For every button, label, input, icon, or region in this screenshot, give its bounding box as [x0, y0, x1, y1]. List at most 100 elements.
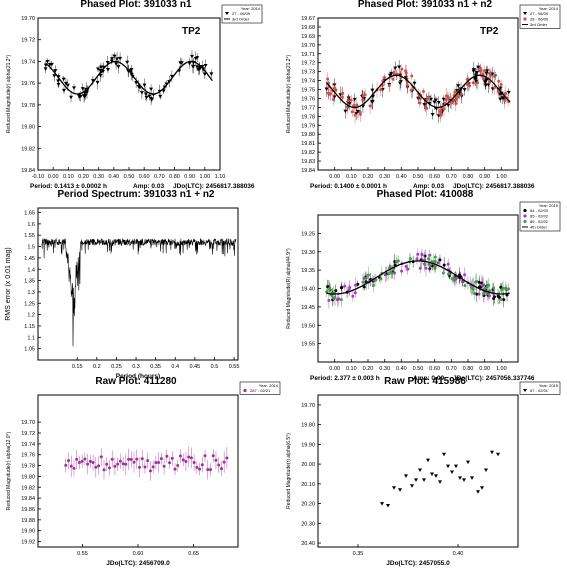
y-tick-label: 19.79 [301, 123, 315, 129]
legend-box [221, 4, 263, 24]
legend-box [519, 201, 561, 232]
data-point [408, 257, 412, 261]
x-tick-label: -0.10 [32, 174, 45, 180]
data-point [483, 69, 487, 73]
data-point [361, 94, 365, 98]
panel-5: Raw Plot: 411280 0.55 0.60 0.65 19.70 19.72 19… [6, 376, 281, 567]
data-point [502, 298, 506, 302]
panel-4: Phased Plot: 410088 0.00 0.10 0.20 0.30 0.40 0… [286, 189, 561, 382]
data-point [426, 257, 430, 261]
data-point [45, 59, 50, 64]
data-point [107, 466, 111, 470]
data-point [154, 461, 158, 465]
data-point [493, 85, 497, 89]
data-point [140, 457, 144, 461]
data-point [77, 95, 82, 99]
x-tick-label: 0.20 [363, 174, 374, 180]
y-tick-label: 19.80 [21, 474, 35, 480]
data-point [463, 273, 467, 277]
panel-tag: TP2 [182, 26, 201, 37]
data-point [105, 60, 110, 65]
y-tick-label: 19.76 [21, 453, 35, 459]
y-tick-label: 19.72 [21, 431, 35, 437]
data-point [187, 61, 192, 66]
data-point [423, 263, 427, 267]
data-point [404, 474, 408, 478]
data-point [450, 101, 454, 105]
x-tick-label: 0.00 [48, 174, 59, 180]
data-point [424, 266, 428, 270]
data-point [95, 80, 100, 85]
y-tick-label: 1.15 [24, 324, 35, 330]
legend-label: 28 - 06/09 [530, 17, 549, 22]
data-point [105, 462, 109, 466]
data-point [142, 83, 147, 88]
data-point [339, 298, 343, 302]
legend-box [519, 381, 561, 395]
data-point [325, 290, 329, 294]
x-axis-label: Period (hours) [116, 373, 160, 380]
data-point [478, 285, 482, 289]
legend-year: Year: 2015 [539, 383, 559, 388]
data-point [427, 262, 431, 266]
data-point [414, 478, 418, 482]
legend-swatch [523, 389, 527, 392]
data-point [485, 69, 490, 73]
y-tick-label: 1.2 [27, 313, 35, 319]
data-point [132, 460, 136, 464]
data-point [348, 286, 352, 290]
x-tick-label: 0.60 [133, 551, 144, 557]
data-point [327, 298, 331, 302]
data-point [387, 272, 391, 276]
data-point [214, 458, 218, 462]
data-point [504, 286, 508, 290]
y-tick-label: 1.6 [27, 222, 35, 228]
data-point [334, 289, 338, 293]
data-point [352, 97, 357, 102]
data-point [69, 95, 74, 100]
data-point [346, 99, 350, 103]
data-point [475, 292, 479, 296]
legend-swatch [523, 17, 527, 21]
y-tick-label: 20.40 [301, 541, 315, 547]
data-point [158, 94, 163, 99]
data-point [462, 88, 467, 92]
data-point [480, 486, 484, 490]
data-point [197, 67, 202, 71]
legend-label: 267 - 02/21 [250, 388, 271, 393]
fit-curve [325, 74, 511, 109]
data-point [441, 97, 446, 102]
y-tick-label: 19.74 [301, 79, 315, 85]
data-point [361, 98, 365, 102]
data-point [438, 258, 442, 262]
panel-title: Phased Plot: 410088 [377, 189, 474, 200]
data-point [165, 454, 169, 458]
footer-text: Amp: 0.03 [413, 183, 444, 190]
y-tick-label: 19.70 [21, 420, 35, 426]
data-point [400, 269, 404, 273]
plot-frame [37, 17, 221, 171]
legend-label: 86 - 02/02 [530, 219, 549, 224]
data-point [465, 77, 469, 81]
legend-label: 27 - 06/09 [530, 11, 549, 16]
legend-box [519, 4, 561, 29]
data-point [86, 462, 90, 466]
data-point [371, 284, 375, 288]
y-tick-label: 19.90 [301, 442, 315, 448]
y-tick-label: 1.25 [24, 301, 35, 307]
data-point [333, 86, 337, 90]
data-point [178, 61, 183, 65]
data-point [118, 459, 122, 463]
data-point [146, 459, 150, 463]
data-point [391, 77, 395, 81]
y-tick-label: 1.65 [24, 211, 35, 217]
panel-6: Raw Plot: 415986 0.35 0.40 19.70 19.80 19.90 2… [286, 376, 561, 567]
y-tick-label: 20.30 [301, 521, 315, 527]
data-point [184, 459, 188, 463]
data-point [333, 295, 337, 299]
x-tick-label: 1.00 [496, 366, 507, 372]
data-point [217, 463, 221, 467]
panel-title: Phased Plot: 391033 n1 + n2 [358, 0, 493, 10]
data-point [340, 285, 344, 289]
